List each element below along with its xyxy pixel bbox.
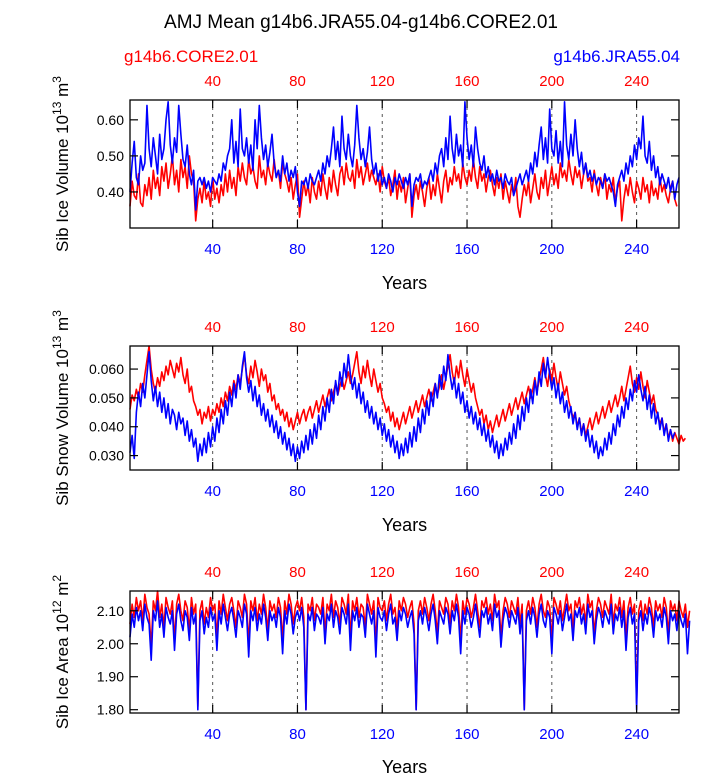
y-tick-label: 0.060 bbox=[89, 361, 124, 377]
y-tick-label: 0.40 bbox=[97, 184, 124, 200]
x-tick-label-bottom: 160 bbox=[455, 241, 480, 258]
y-tick-label: 1.80 bbox=[97, 702, 124, 718]
x-tick-label-top: 120 bbox=[370, 73, 395, 90]
series-core-line bbox=[129, 590, 691, 711]
plot-frame bbox=[129, 590, 680, 714]
x-tick-label-bottom: 40 bbox=[204, 241, 221, 258]
plot-frame bbox=[129, 99, 680, 229]
x-tick-label-top: 240 bbox=[624, 319, 649, 336]
plot-frame bbox=[129, 345, 680, 471]
series-jra-line bbox=[129, 600, 691, 711]
x-tick-label-bottom: 40 bbox=[204, 726, 221, 743]
x-tick-label-top: 200 bbox=[539, 564, 564, 581]
x-tick-label-bottom: 240 bbox=[624, 483, 649, 500]
y-axis-label: Sib Snow Volume 1013 m3 bbox=[50, 310, 72, 506]
y-tick-label: 0.040 bbox=[89, 419, 124, 435]
x-tick-label-top: 40 bbox=[204, 564, 221, 581]
panel-2: 0.030 0.040 0.050 0.060 40 40 80 80 120 120 160 160… bbox=[50, 310, 687, 535]
x-tick-label-top: 200 bbox=[539, 73, 564, 90]
legend-core-label: g14b6.CORE2.01 bbox=[124, 47, 258, 66]
x-tick-label-bottom: 40 bbox=[204, 483, 221, 500]
x-tick-label-bottom: 80 bbox=[289, 483, 306, 500]
y-tick-label: 0.50 bbox=[97, 148, 124, 164]
x-axis-label: Years bbox=[382, 757, 427, 775]
x-tick-label-bottom: 160 bbox=[455, 726, 480, 743]
x-tick-label-top: 120 bbox=[370, 564, 395, 581]
x-tick-label-top: 240 bbox=[624, 73, 649, 90]
y-tick-label: 2.10 bbox=[97, 603, 124, 619]
x-tick-label-top: 40 bbox=[204, 319, 221, 336]
x-tick-label-top: 80 bbox=[289, 319, 306, 336]
x-tick-label-bottom: 240 bbox=[624, 241, 649, 258]
x-axis-label: Years bbox=[382, 273, 427, 293]
x-tick-label-bottom: 200 bbox=[539, 241, 564, 258]
panel-1: 0.40 0.50 0.60 40 40 80 80 120 120 160 160 200 200 24… bbox=[50, 73, 680, 293]
x-tick-label-top: 160 bbox=[455, 564, 480, 581]
y-tick-label: 1.90 bbox=[97, 669, 124, 685]
x-tick-label-top: 80 bbox=[289, 564, 306, 581]
y-axis-label: Sib Ice Area 1012 m2 bbox=[50, 575, 72, 730]
series-jra-line bbox=[129, 350, 676, 463]
figure-title: AMJ Mean g14b6.JRA55.04-g14b6.CORE2.01 bbox=[164, 12, 558, 33]
x-tick-label-top: 40 bbox=[204, 73, 221, 90]
y-tick-label: 2.00 bbox=[97, 636, 124, 652]
x-tick-label-bottom: 80 bbox=[289, 241, 306, 258]
x-tick-label-top: 160 bbox=[455, 73, 480, 90]
x-tick-label-top: 160 bbox=[455, 319, 480, 336]
x-tick-label-top: 80 bbox=[289, 73, 306, 90]
x-tick-label-bottom: 120 bbox=[370, 726, 395, 743]
x-tick-label-bottom: 200 bbox=[539, 483, 564, 500]
y-tick-label: 0.60 bbox=[97, 112, 124, 128]
x-tick-label-top: 240 bbox=[624, 564, 649, 581]
series-jra-line bbox=[129, 101, 680, 211]
x-tick-label-bottom: 200 bbox=[539, 726, 564, 743]
y-axis-label: Sib Ice Volume 1013 m3 bbox=[50, 76, 72, 252]
legend-jra-label: g14b6.JRA55.04 bbox=[553, 47, 680, 66]
x-tick-label-bottom: 160 bbox=[455, 483, 480, 500]
x-axis-label: Years bbox=[382, 515, 427, 535]
x-tick-label-top: 120 bbox=[370, 319, 395, 336]
series-core-line bbox=[129, 345, 687, 445]
panel-3: 1.80 1.90 2.00 2.10 40 40 80 80 120 120 160 160 200 2… bbox=[50, 564, 691, 775]
y-tick-label: 0.050 bbox=[89, 390, 124, 406]
y-tick-label: 0.030 bbox=[89, 448, 124, 464]
x-tick-label-bottom: 120 bbox=[370, 483, 395, 500]
x-tick-label-bottom: 120 bbox=[370, 241, 395, 258]
x-tick-label-bottom: 240 bbox=[624, 726, 649, 743]
x-tick-label-bottom: 80 bbox=[289, 726, 306, 743]
x-tick-label-top: 200 bbox=[539, 319, 564, 336]
